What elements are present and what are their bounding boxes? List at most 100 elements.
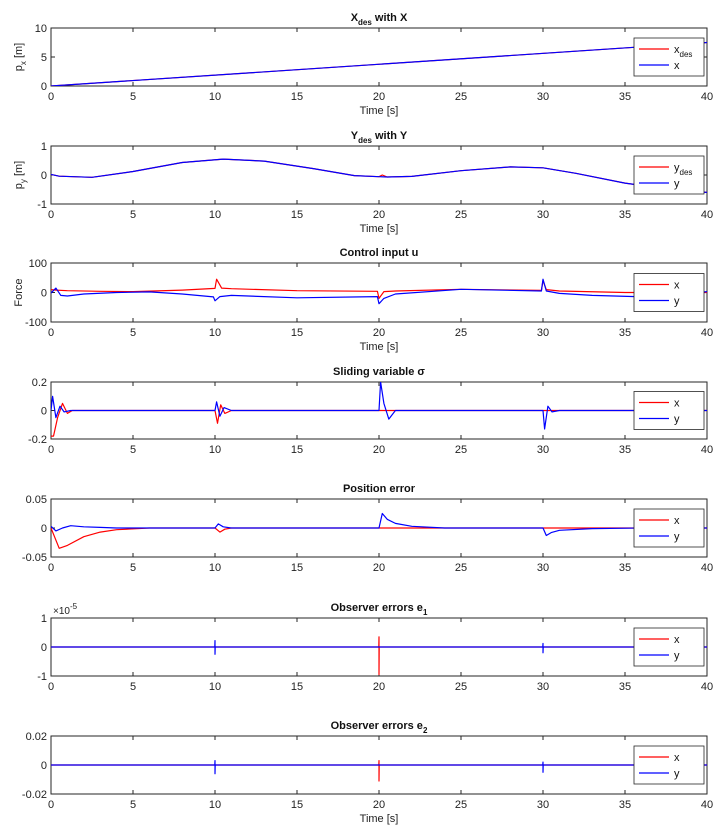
y-tick-label: -0.02 (22, 789, 47, 801)
legend-label: x (674, 280, 680, 292)
x-tick-label: 20 (373, 327, 385, 339)
y-tick-label: 0.02 (26, 731, 47, 743)
y-tick-label: 1 (41, 141, 47, 153)
x-tick-label: 5 (130, 444, 136, 456)
y-axis-label-main: Force (13, 278, 25, 306)
chart-title: Ydes with Y (351, 130, 408, 145)
x-tick-label: 5 (130, 562, 136, 574)
legend-label: y (674, 768, 680, 780)
chart-title-main: Control input u (340, 247, 419, 259)
x-tick-label: 35 (619, 327, 631, 339)
series-group (51, 41, 707, 86)
x-tick-label: 30 (537, 799, 549, 811)
y-tick-label: 0 (41, 760, 47, 772)
chart-title-subscript: 2 (423, 726, 428, 735)
chart-title: Sliding variable σ (333, 366, 425, 378)
x-tick-label: 0 (48, 91, 54, 103)
x-tick-label: 10 (209, 444, 221, 456)
legend-box (633, 155, 705, 195)
y-tick-label: -1 (37, 199, 47, 211)
x-tick-label: 25 (455, 91, 467, 103)
legend-label-main: y (674, 768, 680, 780)
plot-area (50, 145, 708, 205)
y-tick-label: 1 (41, 613, 47, 625)
legend-label: x (674, 634, 680, 646)
chart-title: Position error (343, 483, 416, 495)
x-axis-label: Time [s] (360, 341, 399, 353)
x-axis-label: Time [s] (360, 813, 399, 825)
x-tick-label: 35 (619, 444, 631, 456)
x-tick-label: 40 (701, 562, 713, 574)
legend-box (633, 508, 705, 548)
x-tick-label: 5 (130, 209, 136, 221)
chart-panel-3: Control input u0 5 10 15 20 25 30 35 40-1000100T… (13, 247, 713, 353)
x-tick-label: 30 (537, 681, 549, 693)
x-tick-label: 0 (48, 209, 54, 221)
legend-label-main: y (674, 650, 680, 662)
x-tick-label: 30 (537, 444, 549, 456)
legend-label: y (674, 650, 680, 662)
y-axis-label: Force (13, 278, 25, 306)
x-tick-label: 35 (619, 681, 631, 693)
x-tick-label: 0 (48, 444, 54, 456)
legend: xy (633, 391, 705, 430)
x-tick-label: 40 (701, 681, 713, 693)
x-axis-label: Time [s] (360, 223, 399, 235)
x-tick-label: 15 (291, 91, 303, 103)
legend-label: y (674, 296, 680, 308)
y-tick-label: 0.2 (32, 377, 47, 389)
x-tick-label: 10 (209, 681, 221, 693)
legend: xy (633, 745, 705, 785)
y-tick-label: 10 (35, 23, 47, 35)
legend-label: y (674, 531, 680, 543)
y-tick-label: 100 (29, 258, 47, 270)
series-line-1 (51, 639, 707, 655)
x-tick-label: 40 (701, 327, 713, 339)
x-tick-label: 40 (701, 91, 713, 103)
y-tick-label: 0 (41, 642, 47, 654)
series-line-1 (51, 382, 707, 430)
legend: xy (633, 273, 705, 312)
y-exponent-power: -5 (70, 602, 78, 611)
y-axis-label-suffix: [m] (13, 161, 25, 179)
y-tick-label: -0.2 (28, 434, 47, 446)
legend-label-main: x (674, 398, 680, 410)
series-line-1 (51, 759, 707, 775)
legend-label: y (674, 414, 680, 426)
y-tick-label: -0.05 (22, 552, 47, 564)
x-tick-label: 35 (619, 91, 631, 103)
x-tick-label: 15 (291, 444, 303, 456)
x-tick-label: 25 (455, 444, 467, 456)
legend-label-subscript: des (680, 168, 693, 177)
legend: xy (633, 508, 705, 548)
x-tick-label: 15 (291, 799, 303, 811)
y-axis-label-subscript: y (19, 179, 28, 183)
y-axis-label-suffix: [m] (13, 43, 25, 61)
chart-title-subscript: des (358, 136, 372, 145)
x-tick-label: 5 (130, 799, 136, 811)
legend-box (633, 745, 705, 785)
legend-box (633, 627, 705, 667)
legend-label: x (674, 515, 680, 527)
chart-panel-1: Xdes with X 0 5 10 15 20 25 30 35 40 0 5 10 Time [s] p… (13, 12, 713, 117)
chart-title: Observer errors e2 (331, 720, 428, 735)
chart-title-subscript: 1 (423, 608, 428, 617)
legend-label: ydes (674, 162, 692, 177)
legend-label: y (674, 178, 680, 190)
series-line-1 (51, 158, 707, 193)
x-tick-label: 30 (537, 562, 549, 574)
legend-label: xdes (674, 44, 692, 59)
series-line-1 (51, 41, 707, 86)
x-tick-label: 20 (373, 681, 385, 693)
x-tick-label: 20 (373, 91, 385, 103)
x-tick-label: 0 (48, 327, 54, 339)
series-group (51, 759, 707, 782)
x-tick-label: 30 (537, 327, 549, 339)
y-tick-label: 0 (41, 81, 47, 93)
x-tick-label: 10 (209, 91, 221, 103)
chart-title-suffix: with Y (372, 130, 408, 142)
legend-label: x (674, 752, 680, 764)
legend-label-main: x (674, 515, 680, 527)
